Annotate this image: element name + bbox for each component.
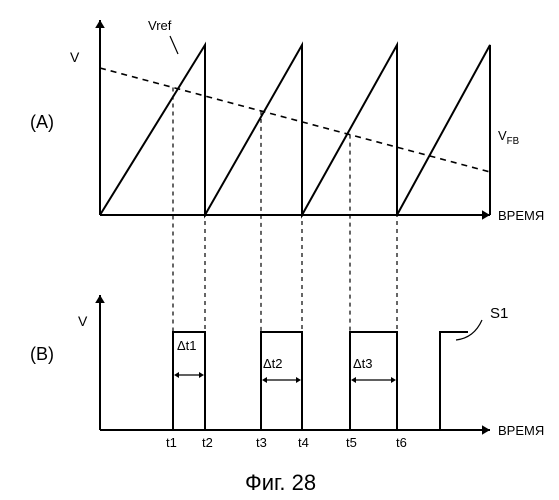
tick-label: t1 — [166, 435, 177, 450]
tick-label: t4 — [298, 435, 309, 450]
axis-y-label-b: V — [78, 313, 88, 329]
s1-label: S1 — [490, 305, 508, 322]
vref-label: Vref — [148, 18, 172, 33]
delta-t-label: Δt1 — [177, 338, 197, 353]
diagram-container: V ВРЕМЯ (A) Vref VFB V ВРЕМЯ (B) Δt1 Δt2 Δt3 S1 t1 t2… — [0, 0, 559, 500]
tick-label: t5 — [346, 435, 357, 450]
vfb-label: VFB — [498, 128, 519, 147]
delta-t-label: Δt3 — [353, 356, 373, 371]
tick-label: t2 — [202, 435, 213, 450]
axis-x-label-a: ВРЕМЯ — [498, 208, 544, 223]
axis-y-label-a: V — [70, 49, 80, 65]
axis-x-label-b: ВРЕМЯ — [498, 423, 544, 438]
panel-a-label: (A) — [30, 112, 54, 132]
s1-waveform — [100, 332, 468, 430]
tick-label: t3 — [256, 435, 267, 450]
figure-caption: Фиг. 28 — [245, 470, 316, 495]
delta-t-label: Δt2 — [263, 356, 283, 371]
vref-waveform — [100, 45, 490, 215]
panel-b-label: (B) — [30, 344, 54, 364]
tick-label: t6 — [396, 435, 407, 450]
diagram-svg: V ВРЕМЯ (A) Vref VFB V ВРЕМЯ (B) Δt1 Δt2 Δt3 S1 t1 t2… — [0, 0, 559, 500]
